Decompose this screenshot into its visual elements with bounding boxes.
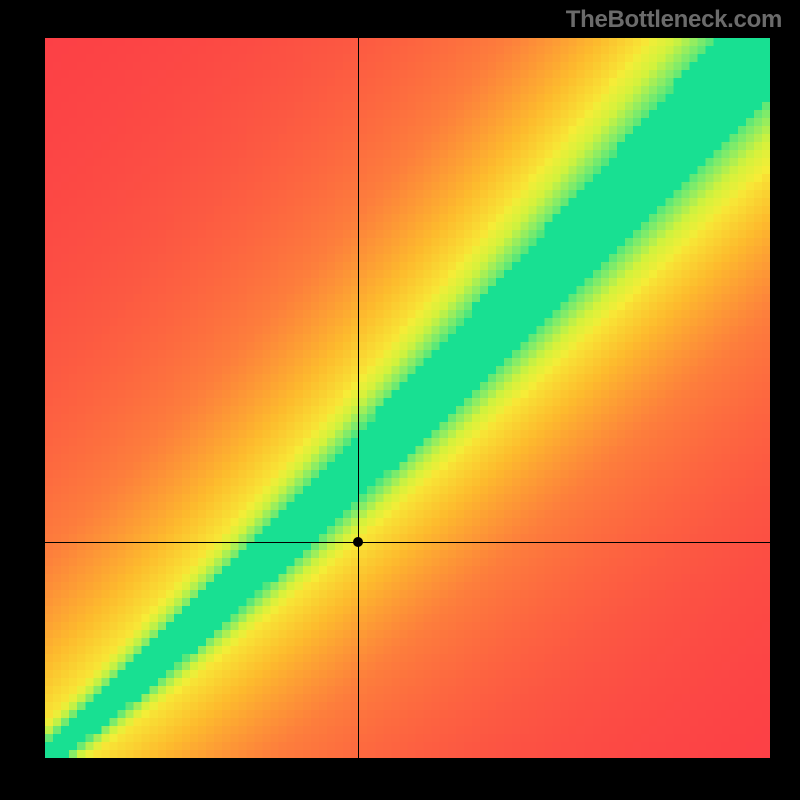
heatmap-canvas (45, 38, 770, 758)
watermark-text: TheBottleneck.com (566, 6, 782, 34)
crosshair-vertical (358, 38, 359, 758)
root-container: TheBottleneck.com (0, 0, 800, 800)
crosshair-horizontal (45, 542, 770, 543)
data-point-marker (353, 537, 363, 547)
heatmap-plot (45, 38, 770, 758)
